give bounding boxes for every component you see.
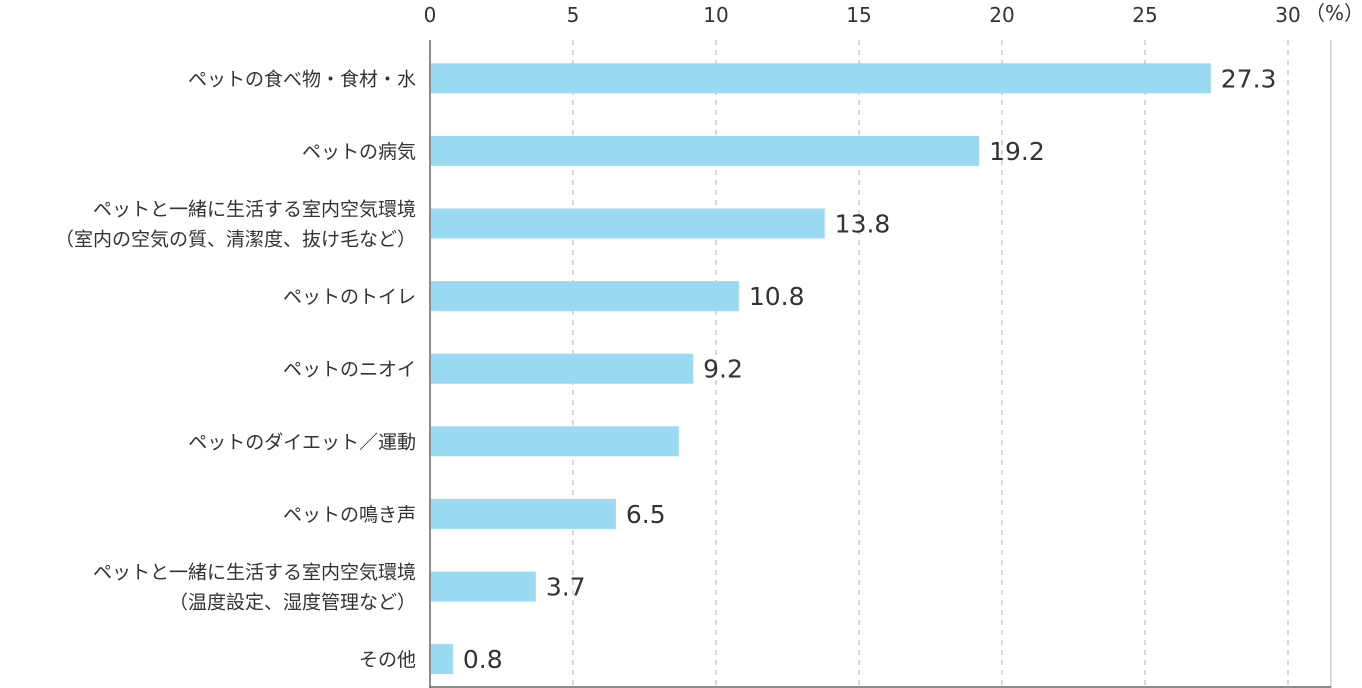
category-label-4: ペットのニオイ xyxy=(283,359,416,381)
category-label-1: ペットの病気 xyxy=(302,141,416,163)
bar-5 xyxy=(431,426,679,457)
bar-4 xyxy=(431,353,694,384)
bar-6 xyxy=(431,498,616,529)
x-tick-25: 25 xyxy=(1132,3,1157,27)
value-label-3: 10.8 xyxy=(749,282,805,311)
value-label-7: 3.7 xyxy=(546,573,586,602)
x-tick-15: 15 xyxy=(846,3,871,27)
category-label-6: ペットの鳴き声 xyxy=(283,504,416,526)
bar-3 xyxy=(431,281,739,312)
value-label-4: 9.2 xyxy=(703,355,743,384)
value-labels: 27.3 19.2 13.8 10.8 9.2 6.5 3.7 0.8 xyxy=(463,64,1277,674)
x-tick-20: 20 xyxy=(989,3,1014,27)
x-tick-30: 30 xyxy=(1275,3,1300,27)
value-label-0: 27.3 xyxy=(1221,64,1277,93)
value-label-6: 6.5 xyxy=(626,500,666,529)
bar-0 xyxy=(431,63,1211,94)
grid-lines xyxy=(572,40,1332,688)
axes xyxy=(429,40,1331,688)
bar-1 xyxy=(431,135,980,166)
category-label-8: その他 xyxy=(359,649,416,671)
bar-2 xyxy=(431,208,825,239)
x-tick-0: 0 xyxy=(424,3,437,27)
x-tick-5: 5 xyxy=(567,3,580,27)
unit-label: （%） xyxy=(1305,1,1362,25)
category-label-2-line-1: （室内の空気の質、清潔度、抜け毛など） xyxy=(55,229,416,251)
value-label-8: 0.8 xyxy=(463,645,503,674)
category-label-2-line-0: ペットと一緒に生活する室内空気環境 xyxy=(93,199,416,221)
category-label-3: ペットのトイレ xyxy=(283,286,416,308)
x-tick-10: 10 xyxy=(703,3,728,27)
x-tick-labels: 0 5 10 15 20 25 30 xyxy=(424,3,1301,27)
category-label-7-line-0: ペットと一緒に生活する室内空気環境 xyxy=(93,562,416,584)
bar-7 xyxy=(431,571,536,602)
bar-8 xyxy=(431,644,453,675)
value-label-1: 19.2 xyxy=(989,137,1045,166)
category-label-0: ペットの食べ物・食材・水 xyxy=(188,68,416,90)
bars xyxy=(431,63,1211,675)
value-label-2: 13.8 xyxy=(835,210,891,239)
category-label-7-line-1: （温度設定、湿度管理など） xyxy=(169,592,416,614)
category-label-5: ペットのダイエット／運動 xyxy=(188,431,416,453)
